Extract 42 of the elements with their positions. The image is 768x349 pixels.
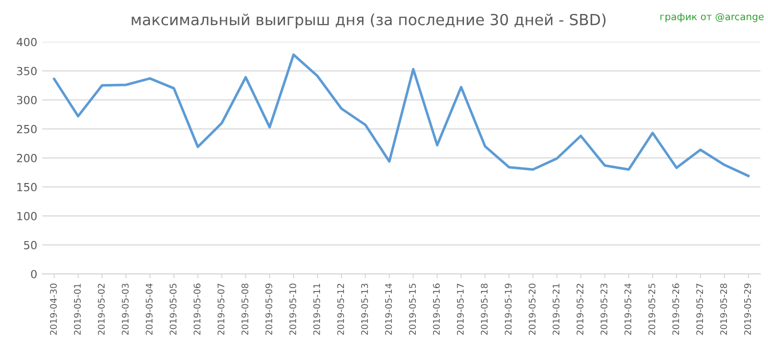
x-tick-label: 2019-05-01 — [74, 284, 81, 335]
x-tick-label: 2019-05-22 — [576, 284, 584, 335]
text: график от @arcange — [660, 13, 764, 22]
y-tick-label: 200 — [16, 154, 37, 162]
y-tick-label: 50 — [24, 240, 37, 250]
x-tick-label: 2019-05-28 — [720, 284, 728, 335]
x-tick-label: 2019-05-04 — [146, 284, 153, 335]
y-tick-label: 250 — [16, 124, 37, 134]
y-tick-label: 400 — [16, 38, 37, 46]
x-tick-label: 2019-05-05 — [170, 284, 177, 335]
x-tick-label: 2019-05-20 — [528, 284, 536, 335]
x-tick-label: 2019-05-29 — [744, 284, 751, 335]
x-tick-label: 2019-05-13 — [361, 284, 368, 335]
x-tick-label: 2019-05-07 — [218, 284, 224, 335]
x-tick-label: 2019-05-06 — [194, 284, 200, 335]
x-tick-label: 2019-05-11 — [313, 284, 320, 335]
x-tick-label: 2019-05-25 — [648, 284, 656, 335]
x-tick-label: 2019-05-15 — [409, 284, 416, 335]
x-tick-label: 2019-05-08 — [241, 284, 248, 335]
x-tick-label: 2019-05-17 — [456, 284, 464, 335]
x-tick-label: 2019-05-03 — [122, 284, 129, 335]
x-tick-label: 2019-05-24 — [624, 284, 632, 335]
x-tick-label: 2019-04-30 — [50, 284, 57, 335]
x-tick-label: 2019-05-16 — [432, 284, 440, 335]
x-tick-label: 2019-05-26 — [672, 284, 680, 335]
x-tick-label: 2019-05-10 — [289, 284, 296, 335]
y-tick-label: 350 — [17, 66, 37, 76]
x-tick-label: 2019-05-19 — [504, 284, 512, 335]
x-tick-label: 2019-05-27 — [696, 284, 704, 335]
x-tick-label: 2019-05-23 — [600, 284, 608, 335]
x-tick-label: 2019-05-12 — [337, 284, 344, 335]
x-tick-label: 2019-05-02 — [98, 284, 105, 335]
x-tick-label: 2019-05-21 — [552, 284, 560, 335]
chart-title: максимальный выигрыш дня (за последние 30 дней - SBD) — [132, 14, 606, 28]
y-tick-label: 150 — [17, 182, 37, 192]
line-series — [52, 53, 750, 178]
x-tick-label: 2019-05-18 — [480, 284, 488, 335]
y-tick-label: 300 — [17, 96, 37, 104]
x-tick-label: 2019-05-09 — [265, 284, 272, 335]
y-tick-label: 100 — [17, 212, 37, 220]
x-tick-label: 2019-05-14 — [385, 284, 392, 335]
y-tick-label: 0 — [31, 270, 37, 278]
